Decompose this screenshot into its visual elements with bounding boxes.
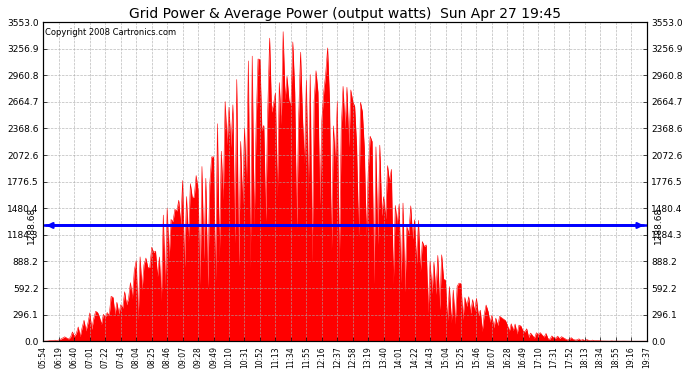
Title: Grid Power & Average Power (output watts)  Sun Apr 27 19:45: Grid Power & Average Power (output watts… xyxy=(129,7,561,21)
Text: 1288.68: 1288.68 xyxy=(27,207,36,244)
Text: 1288.68: 1288.68 xyxy=(654,207,663,244)
Text: Copyright 2008 Cartronics.com: Copyright 2008 Cartronics.com xyxy=(45,28,176,38)
